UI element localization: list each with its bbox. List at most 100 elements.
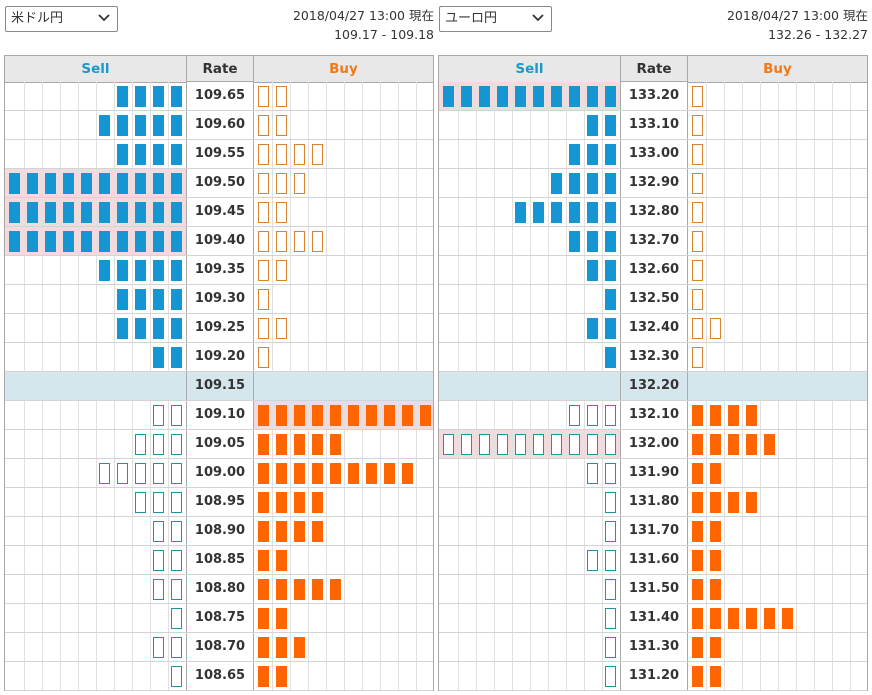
grid-line [132, 459, 133, 487]
sell-stop-block [587, 434, 598, 455]
grid-line [416, 314, 417, 342]
grid-line [832, 575, 833, 603]
sell-order-block [153, 347, 164, 368]
buy-order-block [384, 405, 395, 426]
sell-order-block [551, 173, 562, 194]
grid-line [760, 401, 761, 429]
sell-order-block [135, 115, 146, 136]
grid-line [398, 488, 399, 516]
buy-order-block [402, 405, 413, 426]
buy-order-block [710, 405, 721, 426]
grid-line [566, 227, 567, 255]
grid-line [706, 82, 707, 110]
grid-line [566, 140, 567, 168]
buy-order-block [276, 492, 287, 513]
grid-line [832, 227, 833, 255]
buy-order-block [402, 463, 413, 484]
grid-line [566, 198, 567, 226]
buy-stop-block [276, 231, 287, 252]
grid-line [584, 430, 585, 458]
grid-line [60, 546, 61, 574]
grid-line [96, 662, 97, 690]
rate-cell: 132.80 [620, 198, 688, 226]
grid-line [602, 401, 603, 429]
grid-line [416, 198, 417, 226]
grid-line [458, 459, 459, 487]
grid-line [398, 285, 399, 313]
grid-line [114, 604, 115, 632]
buy-order-block [692, 492, 703, 513]
chevron-down-icon [532, 14, 544, 22]
buy-order-block [348, 463, 359, 484]
grid-line [326, 314, 327, 342]
grid-line [706, 633, 707, 661]
sell-order-block [587, 144, 598, 165]
sell-order-block [171, 173, 182, 194]
grid-line [60, 314, 61, 342]
grid-line [832, 604, 833, 632]
grid-line [458, 343, 459, 371]
grid-line [24, 546, 25, 574]
grid-line [308, 314, 309, 342]
grid-line [494, 430, 495, 458]
sell-header: Sell [439, 56, 620, 83]
currency-select-eurjpy[interactable]: ユーロ円 [439, 6, 552, 32]
grid-line [60, 662, 61, 690]
grid-line [272, 604, 273, 632]
sell-stop-block [171, 463, 182, 484]
buy-header: Buy [254, 56, 433, 83]
grid-line [168, 256, 169, 284]
grid-line [114, 82, 115, 110]
grid-line [416, 546, 417, 574]
grid-line [398, 256, 399, 284]
grid-line [308, 343, 309, 371]
grid-line [132, 256, 133, 284]
grid-line [796, 546, 797, 574]
grid-line [132, 343, 133, 371]
grid-line [132, 198, 133, 226]
grid-line [548, 401, 549, 429]
grid-line [458, 517, 459, 545]
grid-line [272, 343, 273, 371]
grid-line [132, 517, 133, 545]
currency-select-usdjpy[interactable]: 米ドル円 [5, 6, 118, 32]
sell-stop-block [479, 434, 490, 455]
grid-line [290, 140, 291, 168]
sell-stop-block [171, 521, 182, 542]
grid-line [530, 488, 531, 516]
grid-line [290, 633, 291, 661]
grid-line [778, 140, 779, 168]
grid-line [832, 401, 833, 429]
grid-line [796, 82, 797, 110]
sell-order-block [153, 231, 164, 252]
buy-order-block [258, 463, 269, 484]
grid-line [476, 82, 477, 110]
grid-line [778, 314, 779, 342]
grid-line [168, 401, 169, 429]
grid-line [530, 604, 531, 632]
grid-line [114, 546, 115, 574]
grid-line [132, 285, 133, 313]
grid-line [132, 662, 133, 690]
grid-line [150, 633, 151, 661]
sell-order-block [497, 86, 508, 107]
grid-line [458, 169, 459, 197]
grid-line [706, 401, 707, 429]
grid-line [512, 256, 513, 284]
grid-line [114, 111, 115, 139]
grid-line [602, 575, 603, 603]
grid-line [814, 604, 815, 632]
rate-row: 131.30 [439, 633, 867, 662]
grid-line [24, 285, 25, 313]
grid-line [42, 401, 43, 429]
sell-order-block [171, 231, 182, 252]
grid-line [326, 285, 327, 313]
rate-row: 131.50 [439, 575, 867, 604]
buy-stop-block [276, 202, 287, 223]
buy-order-block [294, 521, 305, 542]
sell-order-block [9, 173, 20, 194]
grid-line [494, 401, 495, 429]
grid-line [42, 546, 43, 574]
grid-line [548, 256, 549, 284]
grid-line [476, 488, 477, 516]
